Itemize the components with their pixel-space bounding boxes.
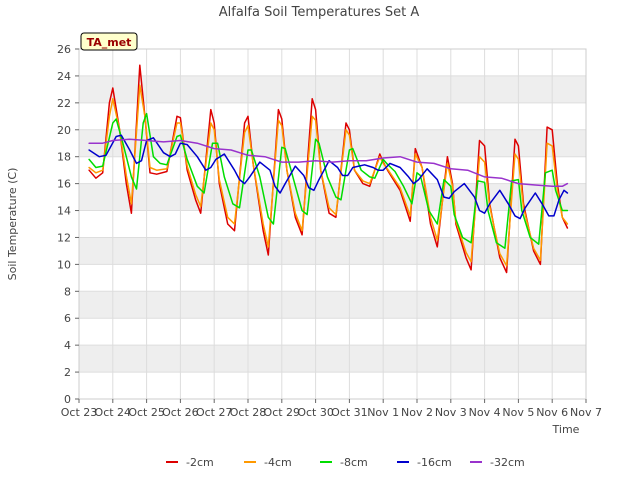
x-tick-label: Oct 29 [264, 406, 301, 419]
y-tick-label: 14 [57, 205, 71, 218]
x-tick-label: Nov 3 [435, 406, 467, 419]
x-tick-label: Oct 30 [297, 406, 334, 419]
plot-bands [79, 49, 586, 399]
y-tick-label: 4 [64, 339, 71, 352]
plot-border [78, 48, 587, 400]
plot-band [79, 291, 586, 319]
plot-band [79, 345, 586, 373]
site-label-box: TA_met [80, 32, 138, 51]
series-line-32cmcm [88, 138, 569, 188]
plot-band [79, 264, 586, 292]
series-line-4cmcm [88, 84, 569, 267]
x-tick-label: Nov 4 [469, 406, 501, 419]
y-tick-label: 0 [64, 393, 71, 406]
plot-band [79, 49, 586, 76]
y-tick-label: 6 [64, 312, 71, 325]
x-tick-label: Nov 2 [401, 406, 433, 419]
chart-title: Alfalfa Soil Temperatures Set A [219, 5, 420, 20]
y-tick-label: 8 [64, 285, 71, 298]
y-tick-label: 24 [57, 70, 71, 83]
y-axis-label: Soil Temperature (C) [6, 168, 19, 281]
x-tick-label: Nov 6 [536, 406, 568, 419]
series-line-16cmcm [88, 134, 569, 220]
y-tick-label: 12 [57, 231, 71, 244]
y-tick-label: 18 [57, 151, 71, 164]
x-tick-label: Oct 23 [61, 406, 98, 419]
y-tick-label: 16 [57, 178, 71, 191]
plot-band [79, 237, 586, 265]
x-tick-label: Oct 31 [331, 406, 368, 419]
x-tick-label: Nov 7 [570, 406, 602, 419]
plot-band [79, 156, 586, 184]
y-tick-label: 26 [57, 43, 71, 56]
x-tick-label: Oct 26 [162, 406, 199, 419]
legend-label: -16cm [417, 456, 452, 469]
plot-band [79, 75, 586, 103]
y-tick-label: 2 [64, 366, 71, 379]
legend-label: -2cm [186, 456, 214, 469]
legend: -2cm -4cm -8cm -16cm -32cm [166, 456, 525, 469]
plot-band [79, 318, 586, 346]
x-tick-label: Oct 28 [230, 406, 267, 419]
x-axis-label: Time [552, 423, 580, 436]
x-tick-label: Nov 1 [367, 406, 399, 419]
plot-band [79, 129, 586, 157]
x-tick-label: Nov 5 [502, 406, 534, 419]
plot-band [79, 372, 586, 399]
y-tick-label: 20 [57, 124, 71, 137]
series-layer [88, 64, 569, 274]
x-tick-label: Oct 24 [95, 406, 132, 419]
legend-label: -8cm [340, 456, 368, 469]
series-line-8cmcm [88, 112, 569, 249]
site-label: TA_met [87, 36, 132, 49]
x-tick-label: Oct 27 [196, 406, 233, 419]
x-tick-label: Oct 25 [128, 406, 165, 419]
legend-label: -32cm [490, 456, 525, 469]
plot-band [79, 102, 586, 130]
y-tick-label: 22 [57, 97, 71, 110]
y-tick-label: 10 [57, 258, 71, 271]
legend-label: -4cm [264, 456, 292, 469]
